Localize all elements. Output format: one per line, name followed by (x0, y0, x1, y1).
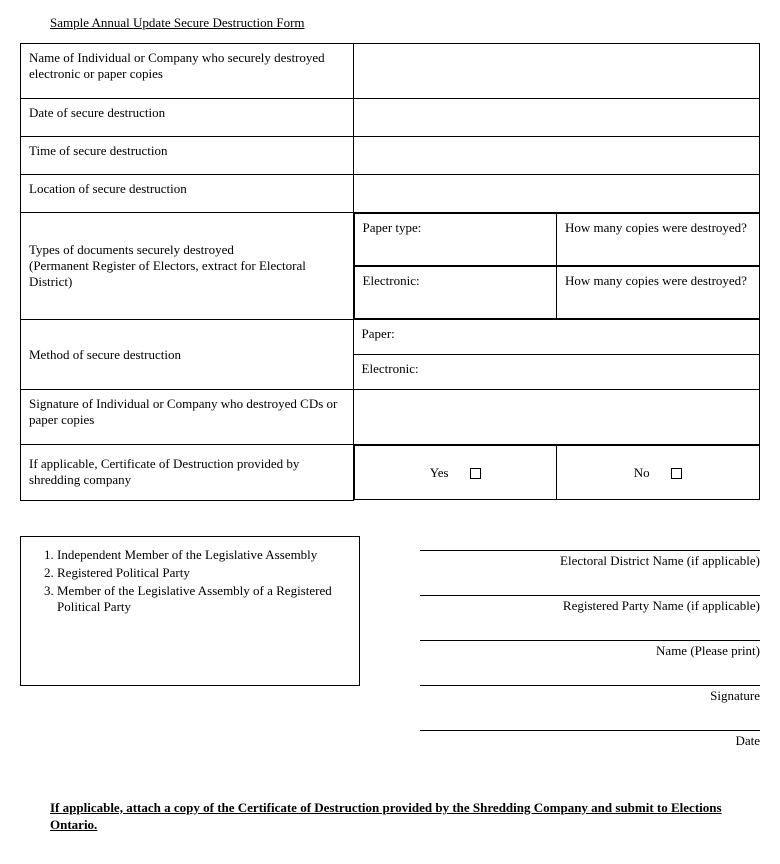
row-doctypes-label: Types of documents securely destroyed (P… (21, 213, 354, 320)
row-signature-label: Signature of Individual or Company who d… (21, 390, 354, 445)
cell-electronic[interactable]: Electronic: (354, 267, 556, 319)
row-date-value[interactable] (353, 99, 759, 137)
row-date-label: Date of secure destruction (21, 99, 354, 137)
sigline-name[interactable]: Name (Please print) (420, 640, 760, 659)
row-time-label: Time of secure destruction (21, 137, 354, 175)
cell-electronic-howmany[interactable]: How many copies were destroyed? (557, 267, 759, 319)
cell-method-paper[interactable]: Paper: (353, 320, 759, 355)
destruction-form-table: Name of Individual or Company who secure… (20, 43, 760, 501)
sigline-party[interactable]: Registered Party Name (if applicable) (420, 595, 760, 614)
note-item-1: Independent Member of the Legislative As… (57, 547, 345, 563)
cell-method-electronic[interactable]: Electronic: (353, 355, 759, 390)
no-checkbox[interactable] (671, 468, 682, 479)
yes-checkbox[interactable] (470, 468, 481, 479)
note-item-2: Registered Political Party (57, 565, 345, 581)
footer-note: If applicable, attach a copy of the Cert… (50, 799, 730, 834)
doctypes-sub: (Permanent Register of Electors, extract… (29, 258, 306, 289)
bottom-section: Independent Member of the Legislative As… (20, 536, 760, 749)
yes-label: Yes (430, 465, 449, 480)
note-item-3: Member of the Legislative Assembly of a … (57, 583, 345, 615)
sigline-signature[interactable]: Signature (420, 685, 760, 704)
cell-yes[interactable]: Yes (354, 446, 556, 500)
row-name-company-value[interactable] (353, 44, 759, 99)
row-method-label: Method of secure destruction (21, 320, 354, 390)
row-certificate-label: If applicable, Certificate of Destructio… (21, 445, 354, 501)
cell-no[interactable]: No (557, 446, 759, 500)
row-location-label: Location of secure destruction (21, 175, 354, 213)
no-label: No (634, 465, 650, 480)
cell-paper-howmany[interactable]: How many copies were destroyed? (557, 214, 759, 266)
row-name-company-label: Name of Individual or Company who secure… (21, 44, 354, 99)
cell-paper-type[interactable]: Paper type: (354, 214, 556, 266)
row-time-value[interactable] (353, 137, 759, 175)
row-signature-value[interactable] (353, 390, 759, 445)
sigline-district[interactable]: Electoral District Name (if applicable) (420, 550, 760, 569)
row-location-value[interactable] (353, 175, 759, 213)
notes-box: Independent Member of the Legislative As… (20, 536, 360, 686)
sigline-date[interactable]: Date (420, 730, 760, 749)
signature-block: Electoral District Name (if applicable) … (400, 536, 760, 749)
doctypes-main: Types of documents securely destroyed (29, 242, 234, 257)
form-title: Sample Annual Update Secure Destruction … (50, 15, 760, 31)
